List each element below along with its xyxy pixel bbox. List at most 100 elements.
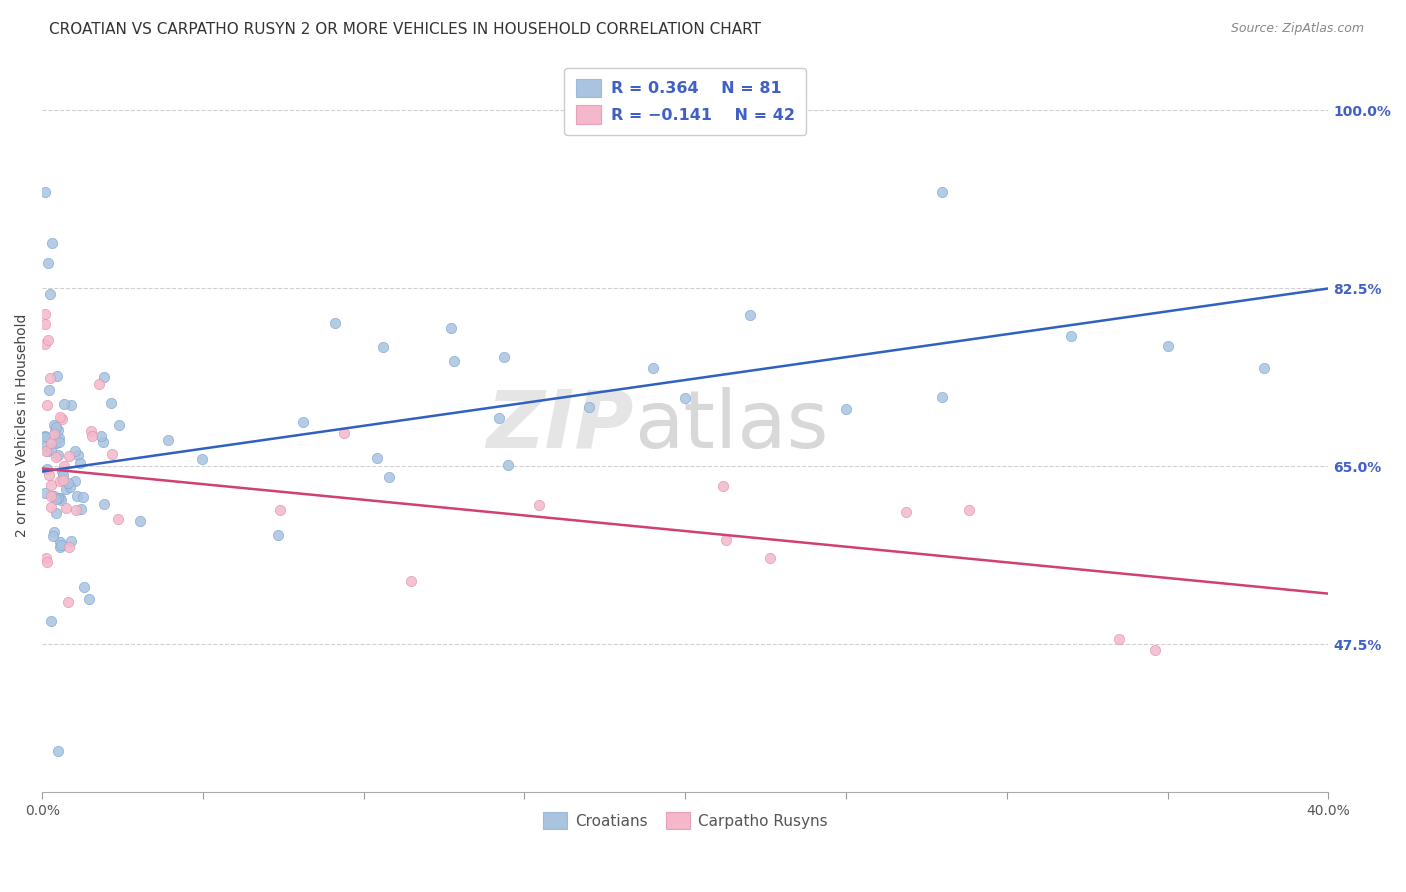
Point	[34, 430, 56, 444]
Point	[100, 396, 122, 410]
Point	[711, 479, 734, 493]
Point	[52, 468, 75, 483]
Text: Source: ZipAtlas.com: Source: ZipAtlas.com	[1230, 22, 1364, 36]
Point	[56, 595, 79, 609]
Point	[323, 316, 346, 330]
Point	[37, 555, 59, 569]
Point	[51, 464, 73, 478]
Point	[37, 443, 59, 458]
Point	[80, 428, 103, 442]
Point	[69, 456, 91, 470]
Point	[496, 458, 519, 472]
Point	[34, 429, 56, 443]
Point	[366, 451, 388, 466]
Point	[90, 429, 112, 443]
Point	[38, 371, 60, 385]
Point	[399, 574, 422, 589]
Point	[34, 307, 56, 321]
Point	[51, 538, 73, 552]
Point	[42, 524, 65, 539]
Point	[46, 424, 69, 438]
Point	[42, 529, 65, 543]
Point	[42, 426, 65, 441]
Point	[34, 337, 56, 351]
Point	[835, 402, 858, 417]
Point	[129, 514, 152, 528]
Point	[77, 591, 100, 606]
Point	[52, 474, 75, 488]
Point	[48, 540, 70, 554]
Point	[46, 448, 69, 462]
Point	[191, 451, 214, 466]
Point	[48, 491, 70, 505]
Point	[37, 333, 59, 347]
Point	[34, 317, 56, 331]
Point	[38, 467, 60, 482]
Point	[41, 436, 63, 450]
Y-axis label: 2 or more Vehicles in Household: 2 or more Vehicles in Household	[15, 314, 30, 538]
Point	[41, 235, 63, 250]
Point	[55, 482, 77, 496]
Point	[87, 377, 110, 392]
Point	[52, 458, 75, 473]
Point	[65, 503, 87, 517]
Point	[34, 486, 56, 500]
Point	[39, 478, 62, 492]
Point	[34, 185, 56, 199]
Point	[60, 534, 83, 549]
Point	[91, 434, 114, 449]
Point	[46, 744, 69, 758]
Point	[738, 308, 761, 322]
Point	[59, 398, 82, 412]
Point	[488, 411, 510, 425]
Point	[269, 503, 291, 517]
Point	[49, 491, 72, 505]
Point	[443, 354, 465, 368]
Point	[896, 505, 918, 519]
Point	[48, 435, 70, 450]
Point	[65, 474, 87, 488]
Point	[492, 351, 515, 365]
Point	[42, 489, 65, 503]
Point	[1156, 338, 1178, 352]
Point	[45, 506, 67, 520]
Point	[439, 320, 461, 334]
Point	[107, 512, 129, 526]
Point	[156, 434, 179, 448]
Point	[108, 418, 131, 433]
Point	[1060, 329, 1083, 343]
Point	[35, 398, 58, 412]
Point	[267, 527, 290, 541]
Point	[332, 426, 354, 441]
Point	[35, 439, 58, 453]
Point	[44, 425, 66, 439]
Point	[58, 540, 80, 554]
Point	[39, 442, 62, 457]
Legend: Croatians, Carpatho Rusyns: Croatians, Carpatho Rusyns	[537, 805, 834, 836]
Point	[37, 256, 59, 270]
Point	[371, 340, 394, 354]
Point	[931, 390, 953, 404]
Point	[578, 400, 600, 414]
Point	[55, 501, 77, 516]
Point	[93, 370, 115, 384]
Point	[58, 449, 80, 463]
Point	[45, 435, 67, 450]
Point	[1253, 360, 1275, 375]
Point	[70, 501, 93, 516]
Point	[49, 409, 72, 424]
Point	[714, 533, 737, 548]
Point	[35, 444, 58, 458]
Point	[48, 474, 70, 488]
Point	[38, 384, 60, 398]
Point	[93, 497, 115, 511]
Point	[53, 397, 76, 411]
Point	[48, 431, 70, 445]
Point	[378, 470, 401, 484]
Point	[641, 361, 664, 376]
Point	[66, 489, 89, 503]
Point	[59, 480, 82, 494]
Point	[44, 418, 66, 433]
Point	[39, 614, 62, 628]
Point	[101, 447, 124, 461]
